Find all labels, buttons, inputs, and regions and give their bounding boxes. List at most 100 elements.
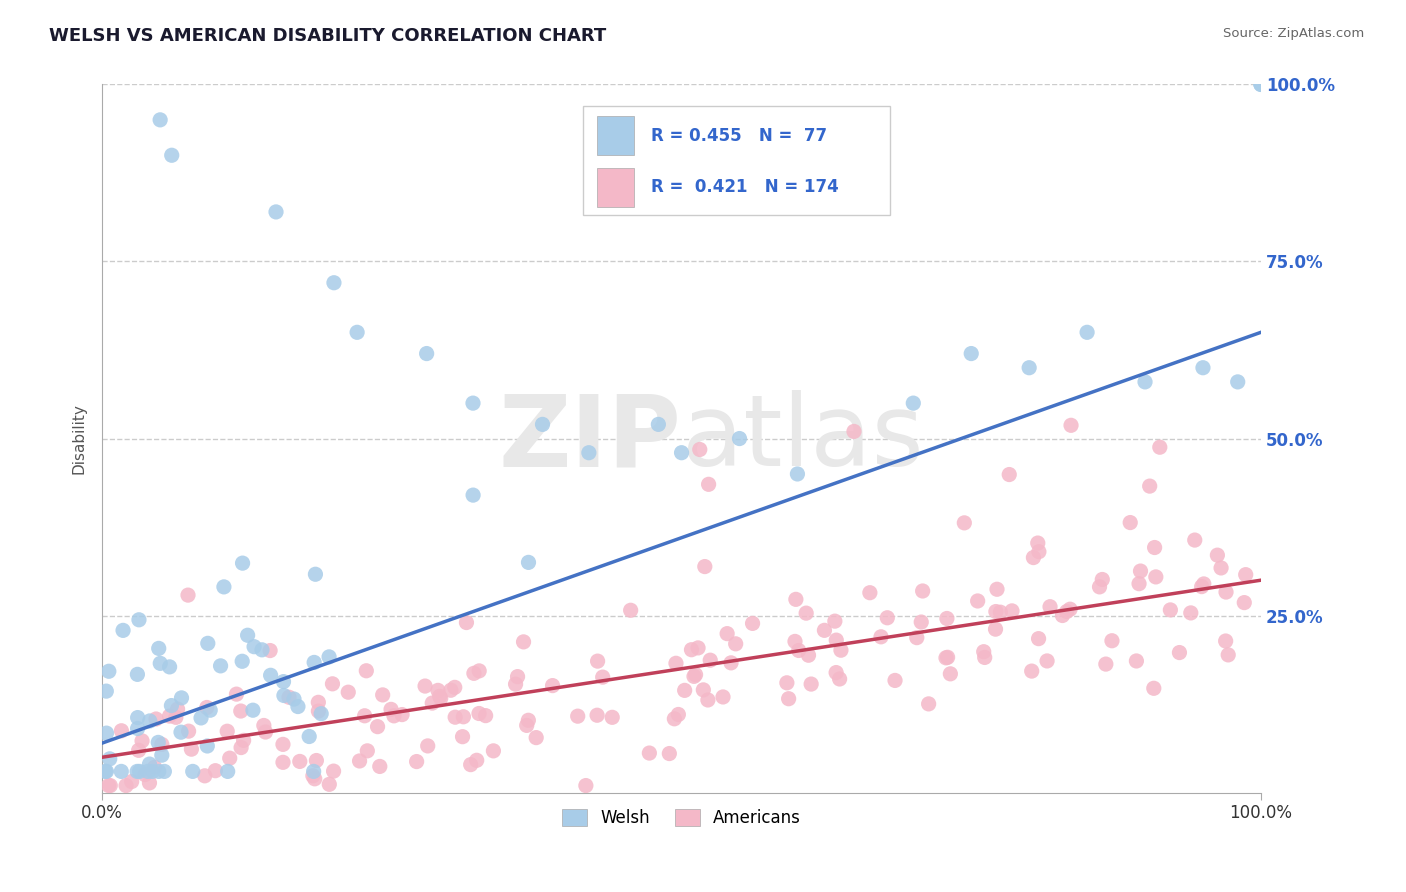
Point (298, 730, 321, 744)
Point (337, 685, 360, 699)
Point (910, 615, 932, 629)
Point (917, 697, 939, 711)
Point (136, 764, 159, 779)
Point (94, 764, 117, 779)
Point (600, 710, 623, 724)
Point (304, 772, 326, 786)
Point (465, 753, 488, 767)
Point (474, 708, 496, 723)
Point (517, 714, 540, 728)
Point (1184, 533, 1206, 547)
Point (229, 740, 252, 755)
Point (463, 666, 485, 681)
Text: ZIP: ZIP (499, 390, 682, 487)
Point (242, 703, 264, 717)
Point (720, 656, 742, 670)
Point (935, 611, 957, 625)
Point (876, 611, 898, 625)
Point (541, 679, 564, 693)
Point (195, 700, 218, 714)
Point (1226, 375, 1249, 389)
Point (699, 653, 721, 667)
Point (524, 731, 547, 745)
Point (1234, 567, 1257, 582)
Point (578, 446, 600, 460)
Point (830, 643, 852, 657)
Point (1209, 561, 1232, 575)
Point (231, 654, 253, 668)
Text: R =  0.421   N = 174: R = 0.421 N = 174 (651, 178, 839, 196)
Point (1215, 634, 1237, 648)
Point (96, 764, 118, 779)
Bar (598, 168, 634, 207)
Bar (598, 116, 634, 155)
Point (741, 616, 763, 631)
Point (825, 665, 848, 680)
Point (288, 755, 311, 769)
Point (170, 690, 193, 705)
Point (150, 748, 173, 763)
Point (1095, 657, 1118, 672)
Point (145, 712, 167, 726)
Point (905, 631, 928, 645)
Point (127, 764, 149, 779)
Point (468, 706, 491, 721)
Point (97, 665, 120, 679)
Point (391, 707, 413, 722)
Point (309, 706, 332, 721)
Point (1039, 599, 1062, 614)
Point (353, 708, 375, 723)
Point (149, 657, 172, 671)
Point (195, 739, 218, 753)
Point (440, 683, 463, 698)
Point (516, 718, 538, 732)
Point (149, 112, 172, 127)
Point (966, 594, 988, 608)
Point (127, 710, 149, 724)
Point (638, 746, 661, 760)
Point (658, 747, 681, 761)
Point (697, 477, 720, 491)
Point (307, 695, 329, 709)
Point (236, 628, 259, 642)
Point (148, 641, 170, 656)
Point (218, 751, 240, 765)
Point (1191, 580, 1213, 594)
Point (461, 396, 484, 410)
Point (180, 742, 202, 756)
Point (259, 643, 281, 657)
Point (426, 683, 449, 698)
Point (728, 432, 751, 446)
Point (1036, 654, 1059, 668)
Point (322, 764, 344, 778)
Point (984, 605, 1007, 619)
Point (1022, 550, 1045, 565)
Point (429, 691, 451, 706)
Point (1143, 681, 1166, 696)
Point (170, 725, 193, 739)
Point (973, 645, 995, 659)
Point (232, 733, 254, 747)
Point (304, 567, 326, 582)
Point (225, 687, 247, 701)
Point (692, 682, 714, 697)
Point (356, 744, 378, 758)
Point (150, 738, 173, 752)
Point (128, 613, 150, 627)
Point (787, 643, 810, 657)
Point (1052, 608, 1074, 623)
Point (461, 488, 484, 502)
Point (903, 396, 925, 410)
Point (250, 642, 273, 657)
Point (382, 709, 405, 723)
Point (1091, 573, 1114, 587)
Point (110, 764, 132, 779)
Point (209, 658, 232, 673)
Text: atlas: atlas (682, 390, 924, 487)
Point (278, 690, 301, 705)
Point (139, 714, 162, 728)
Point (110, 723, 132, 738)
Point (1059, 602, 1081, 616)
Point (405, 755, 427, 769)
Point (356, 664, 378, 678)
